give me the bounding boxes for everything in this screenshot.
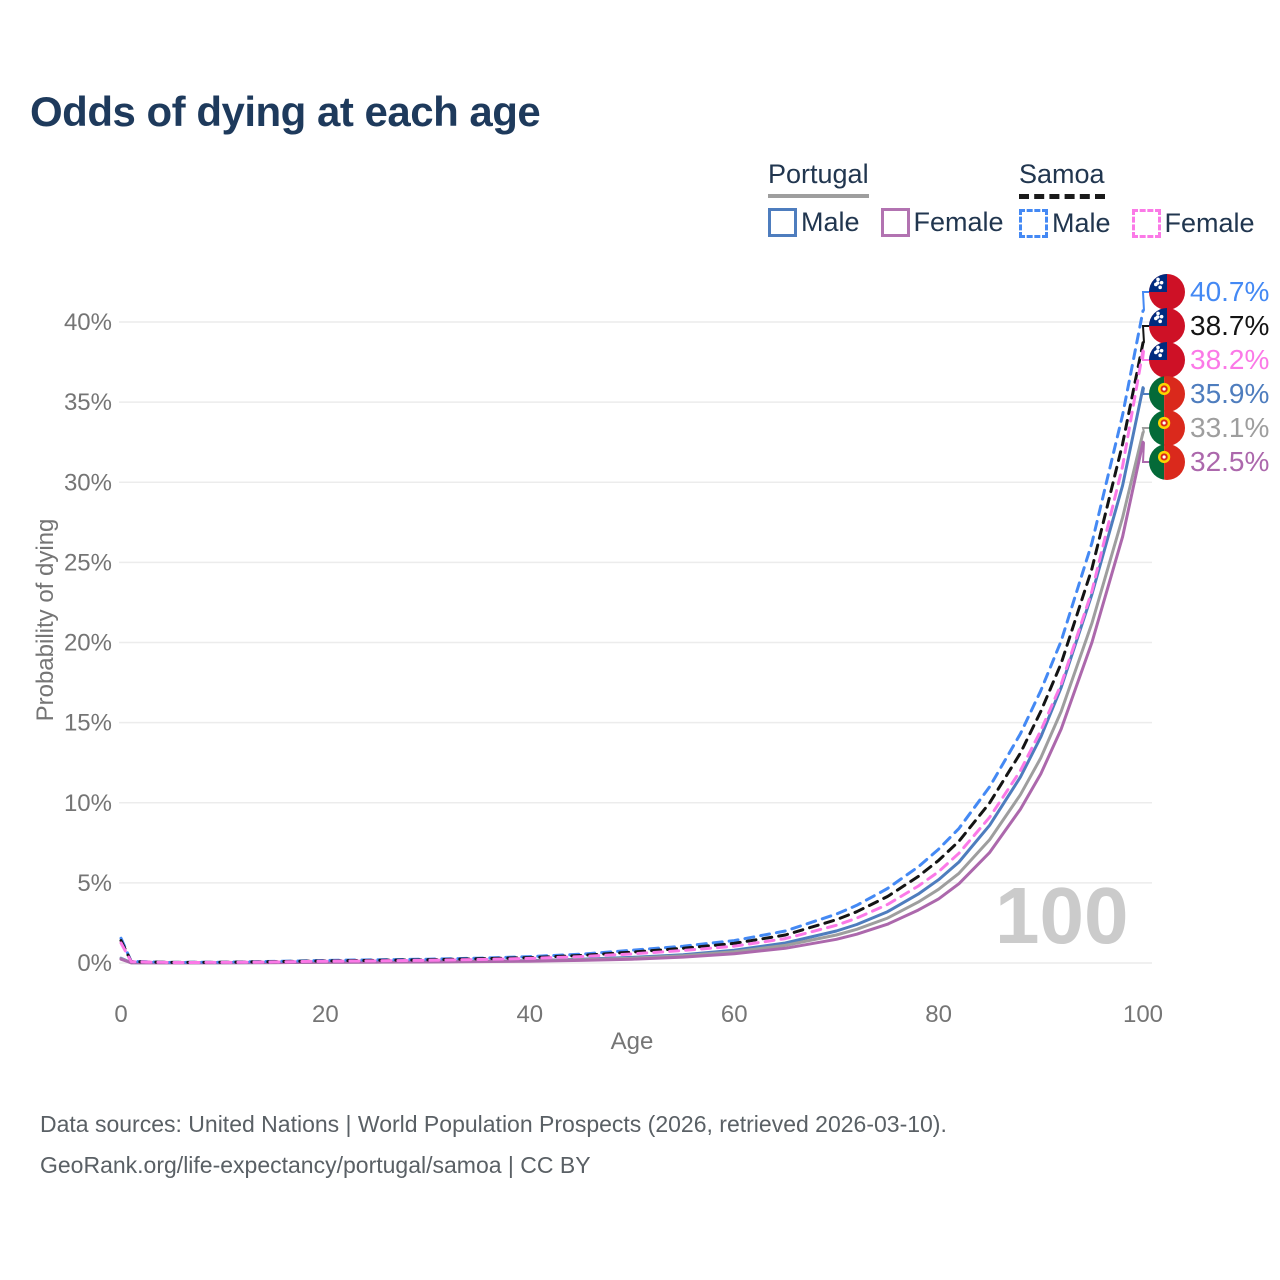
legend-item-label: Male bbox=[801, 206, 860, 237]
y-tick-label: 30% bbox=[64, 469, 112, 496]
footer-url-line: GeoRank.org/life-expectancy/portugal/sam… bbox=[40, 1152, 591, 1178]
legend-group-samoa: Samoa Male Female bbox=[1019, 159, 1255, 239]
legend-item-label: Female bbox=[913, 206, 1004, 237]
x-axis-title: Age bbox=[610, 1028, 654, 1055]
series-line-samoa-male[interactable] bbox=[119, 309, 1145, 964]
legend-header-portugal: Portugal bbox=[768, 159, 869, 198]
legend-item-label: Male bbox=[1052, 207, 1111, 238]
line-chart-plot: 0% 5% 10% 15% 20% 25% 30% 35% 40% 0 20 40 60 80 100 40.… bbox=[64, 274, 1269, 1028]
y-tick-label: 40% bbox=[64, 309, 112, 336]
end-label-portugal-female: 32.5% bbox=[1190, 446, 1269, 477]
end-label-leader-line bbox=[1141, 325, 1149, 343]
end-label-portugal-both: 33.1% bbox=[1190, 412, 1269, 443]
x-tick-label: 80 bbox=[925, 1001, 952, 1028]
series-line-portugal-male[interactable] bbox=[119, 386, 1145, 965]
y-tick-label: 35% bbox=[64, 389, 112, 416]
portugal-flag-icon bbox=[1149, 376, 1185, 412]
portugal-flag-icon bbox=[1149, 444, 1185, 480]
legend-item-samoa-male[interactable]: Male bbox=[1019, 208, 1111, 239]
y-tick-label: 15% bbox=[64, 710, 112, 737]
y-tick-label: 0% bbox=[77, 950, 112, 977]
series-line-portugal-female[interactable] bbox=[119, 440, 1145, 965]
legend-item-portugal-male[interactable]: Male bbox=[768, 207, 860, 238]
y-tick-label: 10% bbox=[64, 790, 112, 817]
footer-source-line: Data sources: United Nations | World Pop… bbox=[40, 1111, 947, 1137]
x-tick-label: 100 bbox=[1123, 1001, 1163, 1028]
line-swatch-icon bbox=[1019, 208, 1048, 238]
legend-header-samoa: Samoa bbox=[1019, 159, 1105, 199]
end-label-leader-line bbox=[1141, 387, 1149, 395]
chart-title: Odds of dying at each age bbox=[30, 88, 541, 135]
series-line-samoa-female[interactable] bbox=[119, 349, 1145, 964]
legend-item-label: Female bbox=[1164, 207, 1255, 238]
line-swatch-icon bbox=[880, 207, 910, 237]
samoa-flag-icon bbox=[1149, 274, 1185, 310]
x-tick-label: 40 bbox=[516, 1001, 543, 1028]
y-tick-label: 25% bbox=[64, 549, 112, 576]
line-swatch-icon bbox=[1131, 208, 1161, 238]
series-line-samoa-both[interactable] bbox=[119, 341, 1145, 964]
portugal-flag-icon bbox=[1149, 410, 1185, 446]
line-swatch-icon bbox=[768, 207, 797, 237]
end-label-samoa-both: 38.7% bbox=[1190, 310, 1269, 341]
legend-item-portugal-female[interactable]: Female bbox=[880, 206, 1004, 238]
y-tick-label: 20% bbox=[64, 630, 112, 657]
end-label-leader-line bbox=[1141, 442, 1149, 463]
end-label-leader-line bbox=[1141, 427, 1149, 433]
end-label-leader-line bbox=[1141, 291, 1149, 311]
y-tick-label: 5% bbox=[77, 870, 112, 897]
end-label-samoa-male: 40.7% bbox=[1190, 276, 1269, 307]
samoa-flag-icon bbox=[1149, 308, 1185, 344]
legend-item-samoa-female[interactable]: Female bbox=[1131, 207, 1255, 239]
samoa-flag-icon bbox=[1149, 342, 1185, 378]
footer: Data sources: United Nations | World Pop… bbox=[40, 1104, 947, 1186]
legend-group-portugal: Portugal Male Female bbox=[768, 159, 1004, 238]
end-label-leader-line bbox=[1141, 350, 1149, 361]
age-counter-watermark: 100 bbox=[995, 871, 1129, 960]
x-tick-label: 0 bbox=[114, 1001, 127, 1028]
end-label-samoa-female: 38.2% bbox=[1190, 344, 1269, 375]
x-tick-label: 20 bbox=[312, 1001, 339, 1028]
end-label-portugal-male: 35.9% bbox=[1190, 378, 1269, 409]
y-axis-title: Probability of dying bbox=[32, 518, 59, 722]
x-tick-label: 60 bbox=[721, 1001, 748, 1028]
